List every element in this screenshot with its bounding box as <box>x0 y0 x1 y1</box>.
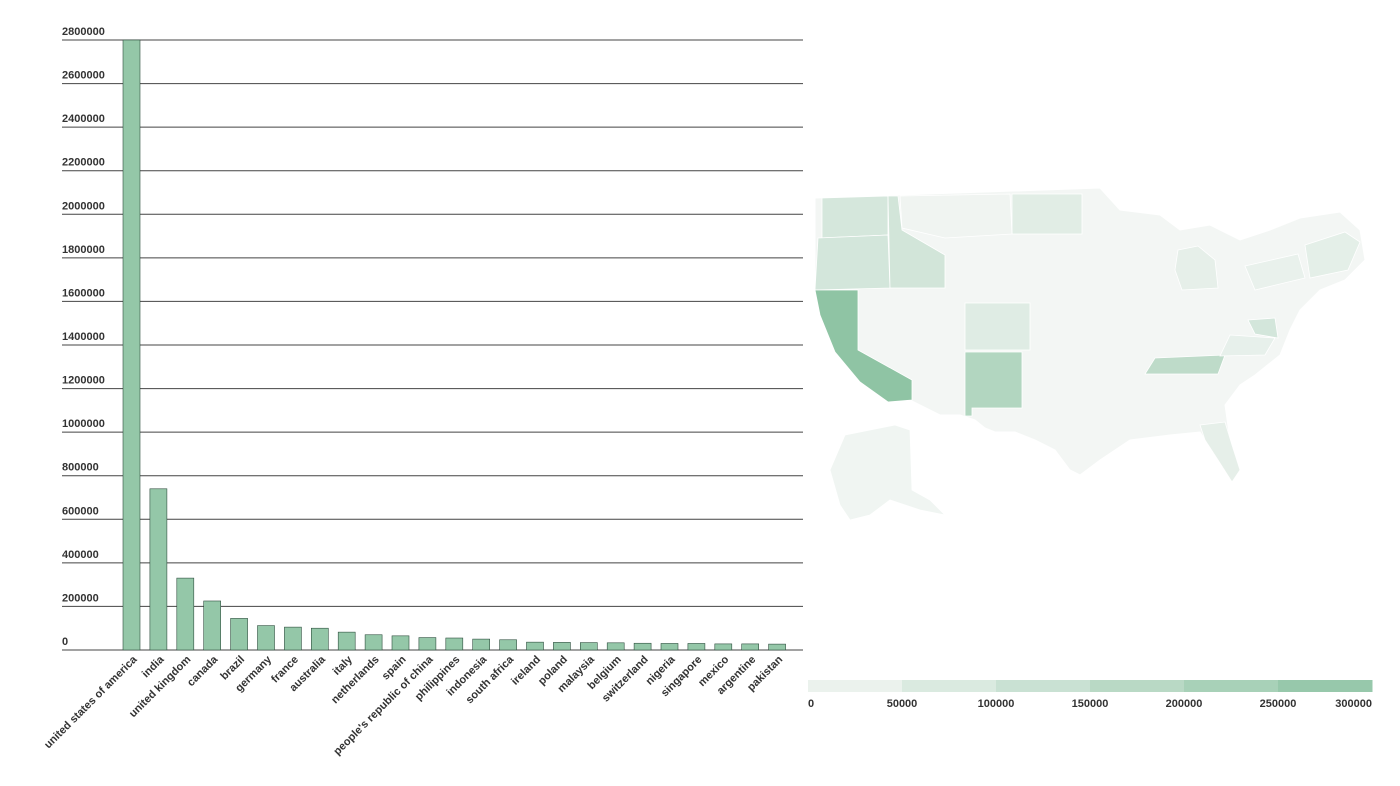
map-region-MT <box>899 193 1013 239</box>
bar <box>364 634 383 651</box>
y-tick-label: 2600000 <box>62 70 105 82</box>
map-region-MD <box>1247 317 1279 339</box>
x-category-label: canada <box>185 653 221 689</box>
bar <box>579 642 598 651</box>
y-axis-ticks: 0 200000 400000 600000 800000 1000000 1200000 1… <box>62 26 105 648</box>
legend-tick-label: 250000 <box>1260 698 1297 710</box>
y-tick-label: 600000 <box>62 505 99 517</box>
bar <box>176 577 195 651</box>
bar <box>337 631 356 651</box>
y-tick-label: 1400000 <box>62 331 105 343</box>
legend-tick-label: 150000 <box>1072 698 1109 710</box>
bar <box>391 635 410 651</box>
map-region-us-base <box>814 187 1366 481</box>
legend-tick-label: 200000 <box>1166 698 1203 710</box>
y-tick-label: 800000 <box>62 462 99 474</box>
bar <box>553 642 571 651</box>
bar <box>687 643 706 651</box>
bar <box>122 39 141 651</box>
y-tick-label: 2200000 <box>62 157 105 169</box>
map-region-MA <box>1304 231 1361 279</box>
map-region-FL <box>1199 421 1241 483</box>
bar <box>230 618 248 651</box>
bar <box>445 637 464 651</box>
x-category-label: united states of america <box>42 653 140 751</box>
map-region-NY <box>1244 253 1306 291</box>
bar <box>768 643 786 651</box>
gridlines <box>62 39 803 651</box>
legend-segment <box>808 680 903 692</box>
x-category-label: netherlands <box>329 654 382 707</box>
map-region-MI <box>1174 245 1219 291</box>
y-tick-label: 0 <box>62 636 68 648</box>
legend-segment <box>996 680 1091 692</box>
map-region-VA <box>1219 334 1276 357</box>
y-tick-label: 2000000 <box>62 200 105 212</box>
bar <box>418 637 437 651</box>
y-tick-label: 1000000 <box>62 418 105 430</box>
bar <box>203 600 221 651</box>
legend-segment <box>902 680 997 692</box>
us-choropleth-map <box>814 187 1366 521</box>
legend-color-ramp <box>808 680 1373 692</box>
legend-segment <box>1278 680 1373 692</box>
bar <box>660 643 679 651</box>
bar <box>310 627 329 651</box>
map-region-WA <box>821 195 889 239</box>
map-region-CA <box>814 289 913 403</box>
map-region-ND <box>1011 193 1083 235</box>
y-tick-label: 1800000 <box>62 244 105 256</box>
bar <box>499 639 517 651</box>
legend-ticks: 0 50000 100000 150000 200000 250000 300000 <box>808 698 1372 710</box>
y-tick-label: 1200000 <box>62 375 105 387</box>
map-region-ID <box>887 195 946 289</box>
bar <box>633 642 652 651</box>
bar <box>526 641 544 651</box>
bar <box>284 626 302 651</box>
bar <box>149 488 168 651</box>
bar <box>606 642 625 651</box>
y-tick-label: 1600000 <box>62 287 105 299</box>
map-region-AK <box>829 424 947 521</box>
bars <box>122 39 786 651</box>
legend-segment <box>1184 680 1279 692</box>
y-tick-label: 200000 <box>62 592 99 604</box>
map-region-CO <box>964 302 1031 351</box>
y-tick-label: 2400000 <box>62 113 105 125</box>
bar-chart: 0 200000 400000 600000 800000 1000000 1200000 1… <box>42 26 803 758</box>
legend-tick-label: 300000 <box>1335 698 1372 710</box>
legend-segment <box>1090 680 1185 692</box>
legend-tick-label: 50000 <box>887 698 918 710</box>
bar <box>714 643 733 651</box>
y-tick-label: 2800000 <box>62 26 105 38</box>
x-category-label: ireland <box>509 654 543 688</box>
bar <box>741 643 760 651</box>
map-region-OR <box>814 234 891 291</box>
legend-tick-label: 100000 <box>978 698 1015 710</box>
bar <box>257 625 275 651</box>
y-tick-label: 400000 <box>62 549 99 561</box>
bar <box>472 638 491 651</box>
map-region-NM <box>964 351 1023 417</box>
map-region-TN <box>1144 354 1226 375</box>
color-legend: 0 50000 100000 150000 200000 250000 300000 <box>808 680 1373 710</box>
legend-tick-label: 0 <box>808 698 814 710</box>
